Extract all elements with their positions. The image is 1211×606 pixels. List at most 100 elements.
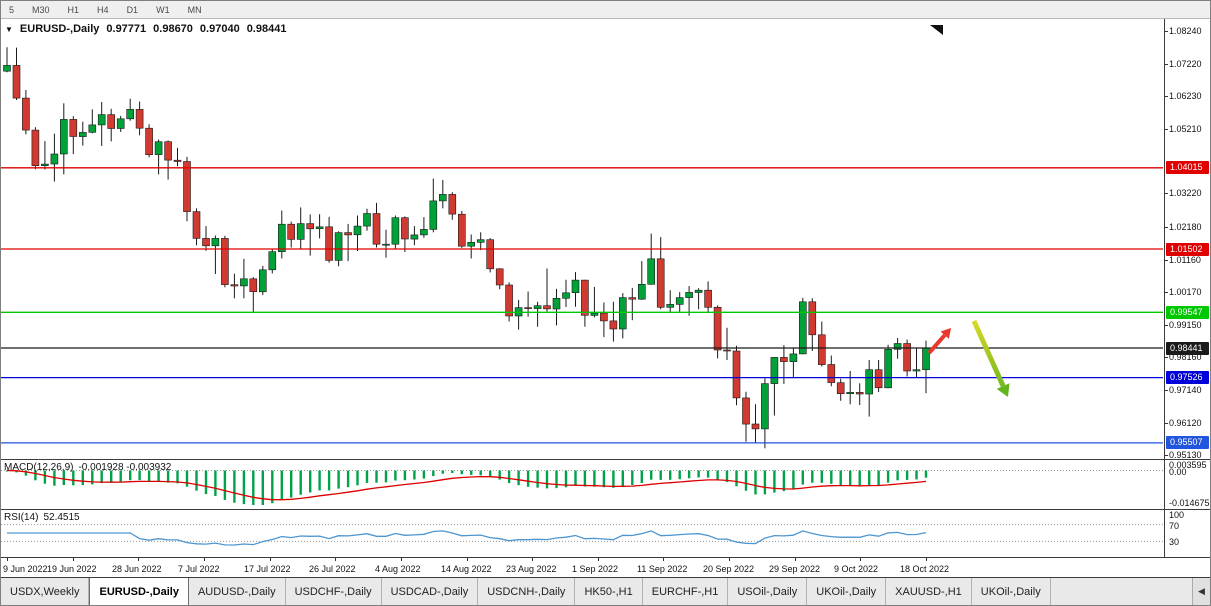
price-axis-tick [1165,260,1168,261]
tab-scroll-left-button[interactable]: ◀ [1192,578,1210,605]
date-tick [401,558,402,561]
macd-row: MACD(12,26,9) -0.001928 -0.003932 0.00359… [1,459,1210,509]
tab-xauusd-h1[interactable]: XAUUSD-,H1 [886,578,972,605]
rsi-axis: 100 70 30 [1164,510,1210,557]
tab-usdcnh-daily[interactable]: USDCNH-,Daily [478,578,576,605]
date-label: 11 Sep 2022 [637,564,688,574]
timeframe-button-w1[interactable]: W1 [156,4,170,15]
timeframe-button-h4[interactable]: H4 [97,4,109,15]
price-badge-0.97526: 0.97526 [1166,371,1209,384]
price-axis-label: 1.01160 [1169,255,1201,266]
date-label: 18 Oct 2022 [900,564,950,574]
rsi-label: RSI(14) 52.4515 [4,512,80,523]
price-axis-label: 0.97140 [1169,385,1202,396]
price-chart-area[interactable]: ▼ EURUSD-,Daily 0.97771 0.98670 0.97040 … [1,19,1164,459]
date-label: 29 Sep 2022 [769,564,821,574]
price-badge-0.95507: 0.95507 [1166,436,1209,449]
price-axis-label: 1.03220 [1169,188,1202,199]
date-label: 14 Aug 2022 [441,564,492,574]
tab-eurchf-h1[interactable]: EURCHF-,H1 [642,578,729,605]
macd-values: -0.001928 -0.003932 [78,462,172,473]
timeframe-button-d1[interactable]: D1 [126,4,139,15]
rsi-axis-label: 100 [1169,510,1185,520]
tab-ukoil-daily[interactable]: UKOil-,Daily [807,578,887,605]
price-axis-tick [1165,64,1168,65]
timeframe-button-5[interactable]: 5 [9,4,15,15]
price-axis-label: 1.00170 [1169,287,1202,298]
macd-label: MACD(12,26,9) -0.001928 -0.003932 [4,462,171,473]
tab-usdx-weekly[interactable]: USDX,Weekly [1,578,90,605]
price-badge-1.01502: 1.01502 [1166,243,1209,256]
date-axis: 9 Jun 2022 19 Jun 2022 28 Jun 2022 7 Jul 20… [1,557,1210,577]
tab-hk50-h1[interactable]: HK50-,H1 [575,578,643,605]
date-label: 4 Aug 2022 [375,564,421,574]
rsi-row: RSI(14) 52.4515 100 70 30 [1,509,1210,557]
date-tick [926,558,927,561]
candlestick-chart [1,25,1163,449]
price-axis-tick [1165,96,1168,97]
date-label: 20 Sep 2022 [703,564,755,574]
rsi-axis-label: 30 [1169,537,1180,547]
date-tick [860,558,861,561]
chart-tab-bar: USDX,Weekly EURUSD-,Daily AUDUSD-,Daily USD… [1,577,1210,605]
date-label: 28 Jun 2022 [112,564,162,574]
price-axis-tick [1165,129,1168,130]
date-tick [270,558,271,561]
rsi-pane[interactable]: RSI(14) 52.4515 [1,510,1164,557]
tab-audusd-daily[interactable]: AUDUSD-,Daily [188,578,286,605]
date-tick [729,558,730,561]
chart-symbol: EURUSD-,Daily [19,23,100,35]
tab-eurusd-daily[interactable]: EURUSD-,Daily [89,578,189,605]
price-axis-tick [1165,325,1168,326]
price-axis-label: 1.07220 [1169,59,1202,70]
rsi-name: RSI(14) [4,512,39,523]
date-tick [204,558,205,561]
price-axis-tick [1165,31,1168,32]
macd-pane[interactable]: MACD(12,26,9) -0.001928 -0.003932 [1,460,1164,509]
timeframe-toolbar: 5 M30 H1 H4 D1 W1 MN [1,1,1210,19]
bearish-arrow[interactable] [971,319,1010,397]
ohlc-high: 0.98670 [153,23,193,35]
bullish-arrow[interactable] [927,328,951,355]
price-axis-label: 1.06230 [1169,91,1202,102]
timeframe-button-mn[interactable]: MN [187,4,202,15]
price-axis-tick [1165,455,1168,456]
rsi-axis-label: 70 [1169,521,1180,531]
price-axis-label: 0.96120 [1169,418,1202,429]
macd-axis-label: 0.003595 [1169,460,1207,470]
macd-name: MACD(12,26,9) [4,462,74,473]
tab-usdcad-daily[interactable]: USDCAD-,Daily [381,578,479,605]
price-axis-tick [1165,193,1168,194]
price-axis-tick [1165,292,1168,293]
price-axis-label: 1.02180 [1169,222,1202,233]
date-label: 23 Aug 2022 [506,564,557,574]
date-label: 9 Oct 2022 [834,564,879,574]
price-axis-label: 0.98160 [1169,352,1202,363]
timeframe-button-h1[interactable]: H1 [67,4,80,15]
symbol-dropdown-icon[interactable]: ▼ [5,24,13,34]
macd-axis-label: 0.00 [1169,467,1187,477]
price-axis-label: 0.99150 [1169,320,1202,331]
price-axis: 1.08240 1.07220 1.06230 1.05210 1.03220 1.021… [1164,19,1210,459]
rsi-value: 52.4515 [43,512,80,523]
tab-usdchf-daily[interactable]: USDCHF-,Daily [285,578,382,605]
date-label: 9 Jun 2022 [3,564,48,574]
price-badge-1.04015: 1.04015 [1166,161,1209,174]
tab-ukoil-daily[interactable]: UKOil-,Daily [971,578,1051,605]
main-chart-row: ▼ EURUSD-,Daily 0.97771 0.98670 0.97040 … [1,19,1210,459]
price-axis-label: 1.05210 [1169,124,1202,135]
date-label: 1 Sep 2022 [572,564,619,574]
date-tick [73,558,74,561]
timeframe-button-m30[interactable]: M30 [32,4,50,15]
rsi-line-chart [1,524,1163,546]
ohlc-close: 0.98441 [246,23,287,35]
date-tick [598,558,599,561]
chart-shift-marker [930,25,943,35]
date-tick [795,558,796,561]
tab-usoil-daily[interactable]: USOil-,Daily [728,578,808,605]
macd-histogram [1,469,1163,505]
date-label: 7 Jul 2022 [178,564,220,574]
date-label: 17 Jul 2022 [244,564,291,574]
date-tick [335,558,336,561]
